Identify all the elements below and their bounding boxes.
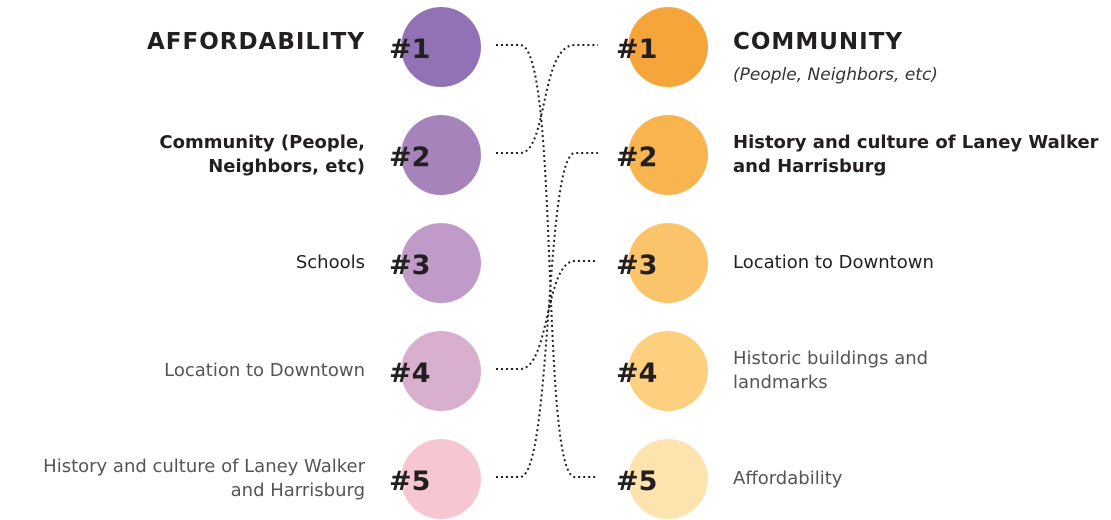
rank-number: #1 (389, 34, 431, 65)
rank-circle (401, 7, 481, 87)
item-label: COMMUNITY (733, 29, 904, 55)
item-label: Location to Downtown (733, 252, 934, 273)
item-sublabel: (People, Neighbors, etc) (733, 65, 938, 85)
rank-circle (628, 331, 708, 411)
rank-number: #2 (616, 142, 658, 173)
item-label: Location to Downtown (164, 360, 365, 381)
rank-circle (401, 439, 481, 519)
rank-circle (628, 439, 708, 519)
rank-number: #5 (389, 466, 431, 497)
rank-number: #2 (389, 142, 431, 173)
rank-circle (628, 7, 708, 87)
connector (496, 44, 598, 478)
rank-circle (401, 115, 481, 195)
rank-number: #4 (616, 358, 658, 389)
rank-circle (401, 331, 481, 411)
connector (496, 44, 598, 154)
rank-number: #4 (389, 358, 431, 389)
rank-circle (628, 223, 708, 303)
item-label: AFFORDABILITY (146, 29, 365, 55)
rank-circle (628, 115, 708, 195)
connector (496, 152, 598, 478)
rank-number: #1 (616, 34, 658, 65)
item-label: History and culture of Laney Walker and … (43, 456, 365, 501)
item-label: Schools (295, 252, 365, 273)
connector (496, 260, 598, 370)
rank-number: #5 (616, 466, 658, 497)
rank-circle (401, 223, 481, 303)
item-label: Historic buildings and landmarks (733, 348, 929, 393)
rank-number: #3 (389, 250, 431, 281)
item-label: Community (People, Neighbors, etc) (159, 132, 365, 177)
item-label: History and culture of Laney Walker and … (733, 132, 1099, 177)
item-label: Affordability (733, 468, 843, 489)
rank-number: #3 (616, 250, 658, 281)
